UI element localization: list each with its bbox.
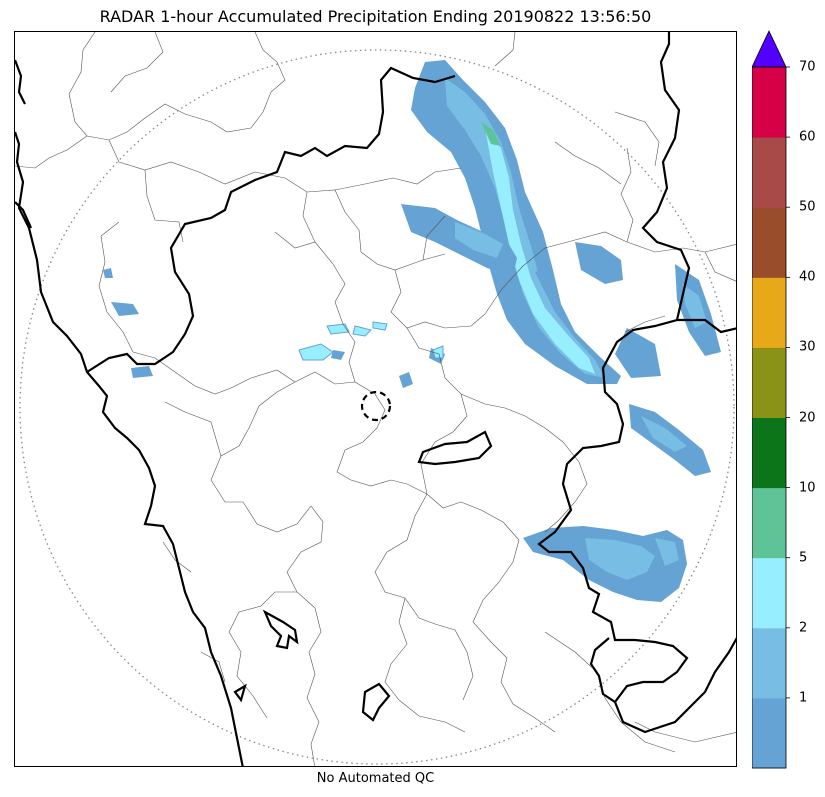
colorbar-band: [752, 67, 786, 138]
colorbar-tick-label: 2: [799, 620, 808, 636]
colorbar-band: [752, 137, 786, 208]
colorbar-tick-label: 30: [799, 339, 816, 355]
colorbar-band: [752, 697, 786, 769]
colorbar-band: [752, 347, 786, 418]
state-borders: [15, 32, 736, 766]
precip-se-cluster: [523, 526, 687, 602]
precip-west-specks: [103, 268, 444, 378]
colorbar-extend-arrow: [752, 30, 787, 68]
precip-ne-band: [411, 60, 621, 384]
radar-map: [14, 31, 737, 767]
map-title: RADAR 1-hour Accumulated Precipitation E…: [99, 7, 652, 26]
colorbar-band: [752, 207, 786, 278]
colorbar-tick-label: 5: [799, 550, 808, 566]
precip-mid-cells: [399, 204, 721, 476]
colorbar-tick-label: 50: [799, 199, 816, 215]
colorbar-band: [752, 487, 786, 559]
radar-site-marker: [360, 390, 392, 422]
radar-range-ring: [19, 49, 735, 765]
colorbar-band: [752, 627, 786, 699]
colorbar-band: [752, 417, 786, 489]
colorbar-band: [752, 557, 786, 629]
colorbar-tick-label: 10: [799, 480, 816, 496]
colorbar-band: [752, 277, 786, 348]
map-canvas: [15, 32, 736, 766]
colorbar-tick-label: 1: [799, 690, 808, 706]
colorbar-tick-label: 20: [799, 410, 816, 425]
colorbar-tick-label: 40: [799, 269, 816, 285]
district-borders: [15, 32, 736, 766]
precip-colorbar: [752, 30, 790, 769]
qc-status-label: No Automated QC: [316, 771, 435, 786]
colorbar-tick-label: 60: [799, 129, 816, 145]
colorbar-tick-label: 70: [799, 59, 816, 75]
